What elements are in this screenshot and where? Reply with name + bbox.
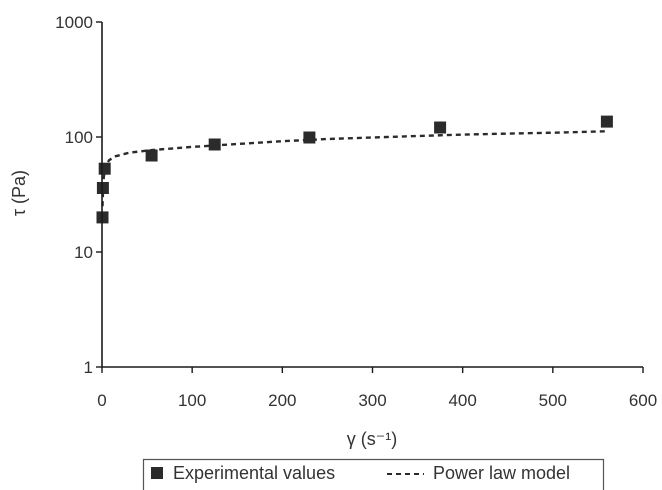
x-tick-label: 300 (358, 391, 386, 410)
x-tick-label: 0 (97, 391, 106, 410)
x-tick-label: 600 (629, 391, 657, 410)
x-axis-label: γ (s⁻¹) (347, 429, 397, 449)
experimental-data-point (303, 131, 316, 144)
y-tick-label: 100 (65, 128, 93, 147)
power-law-model-line (101, 130, 607, 207)
legend-label-experimental: Experimental values (173, 463, 335, 483)
legend: Experimental values Power law model (142, 458, 605, 490)
plot-area (96, 115, 613, 224)
y-tick-label: 1 (84, 358, 93, 377)
legend-frame (142, 458, 605, 490)
x-tick-label: 200 (268, 391, 296, 410)
x-tick-label: 500 (539, 391, 567, 410)
legend-label-model: Power law model (433, 463, 570, 483)
experimental-markers (96, 115, 613, 224)
experimental-data-point (434, 121, 447, 134)
y-axis-ticks: 1 10 100 1000 (55, 13, 102, 377)
y-axis-label: τ (Pa) (9, 170, 29, 216)
experimental-data-point (145, 149, 158, 162)
x-tick-label: 100 (178, 391, 206, 410)
legend-marker-square (151, 467, 163, 479)
x-axis-ticks: 0 100 200 300 400 500 600 (97, 367, 657, 410)
experimental-data-point (600, 115, 613, 128)
x-tick-label: 400 (448, 391, 476, 410)
y-tick-label: 10 (74, 243, 93, 262)
y-tick-label: 1000 (55, 13, 93, 32)
